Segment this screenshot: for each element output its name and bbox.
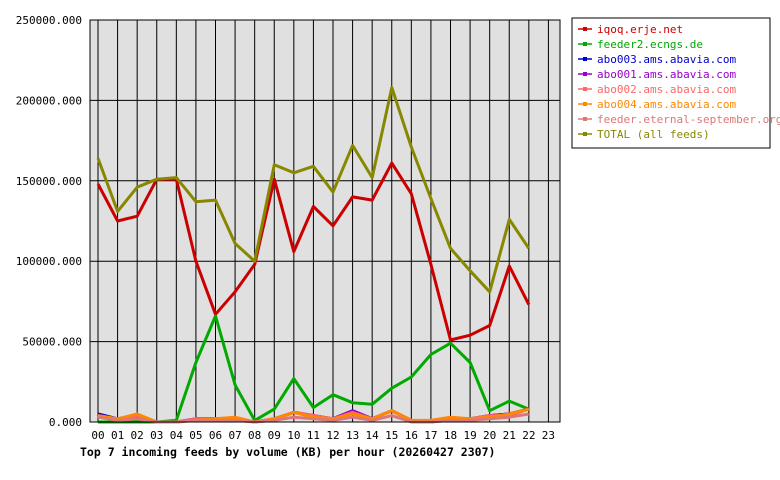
x-tick-label: 00 bbox=[91, 429, 104, 442]
legend-label: TOTAL (all feeds) bbox=[597, 128, 710, 141]
y-tick-label: 100000.000 bbox=[16, 255, 82, 268]
x-tick-label: 03 bbox=[150, 429, 163, 442]
legend-label: feeder2.ecngs.de bbox=[597, 38, 703, 51]
x-tick-label: 18 bbox=[444, 429, 457, 442]
y-tick-label: 250000.000 bbox=[16, 14, 82, 27]
y-tick-label: 50000.000 bbox=[22, 336, 82, 349]
legend-marker bbox=[583, 42, 587, 46]
y-tick-label: 200000.000 bbox=[16, 94, 82, 107]
x-axis-tick-labels: 00 01 02 03 04 05 06 07 08 09 10 11 12 13 14 15 16 17 18 19… bbox=[91, 429, 555, 442]
x-tick-label: 08 bbox=[248, 429, 261, 442]
legend-marker bbox=[583, 87, 587, 91]
legend-label: abo003.ams.abavia.com bbox=[597, 53, 736, 66]
legend-marker bbox=[583, 72, 587, 76]
x-tick-label: 15 bbox=[385, 429, 398, 442]
legend-label: abo001.ams.abavia.com bbox=[597, 68, 736, 81]
series-line bbox=[96, 86, 531, 294]
legend-marker bbox=[583, 102, 587, 106]
x-tick-label: 12 bbox=[326, 429, 339, 442]
x-tick-label: 06 bbox=[209, 429, 222, 442]
legend-box bbox=[571, 17, 771, 149]
chart-title: Top 7 incoming feeds by volume (KB) per … bbox=[80, 445, 495, 459]
x-tick-label: 05 bbox=[189, 429, 202, 442]
legend-marker bbox=[583, 57, 587, 61]
y-axis-tick-labels: 0.000 50000.000 100000.000 150000.000 200000… bbox=[16, 14, 82, 429]
x-tick-label: 14 bbox=[366, 429, 380, 442]
x-tick-label: 10 bbox=[287, 429, 300, 442]
x-tick-label: 02 bbox=[131, 429, 144, 442]
legend-label: abo002.ams.abavia.com bbox=[597, 83, 736, 96]
x-tick-label: 04 bbox=[170, 429, 184, 442]
legend-marker bbox=[583, 27, 587, 31]
plot-area bbox=[90, 20, 560, 422]
legend-marker bbox=[583, 117, 587, 121]
legend-label: feeder.eternal-september.org bbox=[597, 113, 780, 126]
x-tick-label: 16 bbox=[405, 429, 418, 442]
plot-border bbox=[89, 19, 561, 423]
x-tick-label: 01 bbox=[111, 429, 124, 442]
x-tick-label: 23 bbox=[542, 429, 555, 442]
x-tick-label: 07 bbox=[228, 429, 241, 442]
x-tick-label: 20 bbox=[483, 429, 496, 442]
legend-label: iqoq.erje.net bbox=[597, 23, 683, 36]
y-tick-label: 0.000 bbox=[49, 416, 82, 429]
legend-marker bbox=[583, 132, 587, 136]
y-tick-label: 150000.000 bbox=[16, 175, 82, 188]
x-tick-label: 21 bbox=[503, 429, 516, 442]
x-tick-label: 17 bbox=[424, 429, 437, 442]
legend: iqoq.erje.net feeder2.ecngs.de abo003.ams.… bbox=[571, 17, 780, 149]
x-tick-label: 22 bbox=[522, 429, 535, 442]
x-tick-label: 19 bbox=[463, 429, 476, 442]
x-tick-label: 13 bbox=[346, 429, 359, 442]
x-tick-label: 11 bbox=[307, 429, 320, 442]
legend-label: abo004.ams.abavia.com bbox=[597, 98, 736, 111]
x-tick-label: 09 bbox=[268, 429, 281, 442]
